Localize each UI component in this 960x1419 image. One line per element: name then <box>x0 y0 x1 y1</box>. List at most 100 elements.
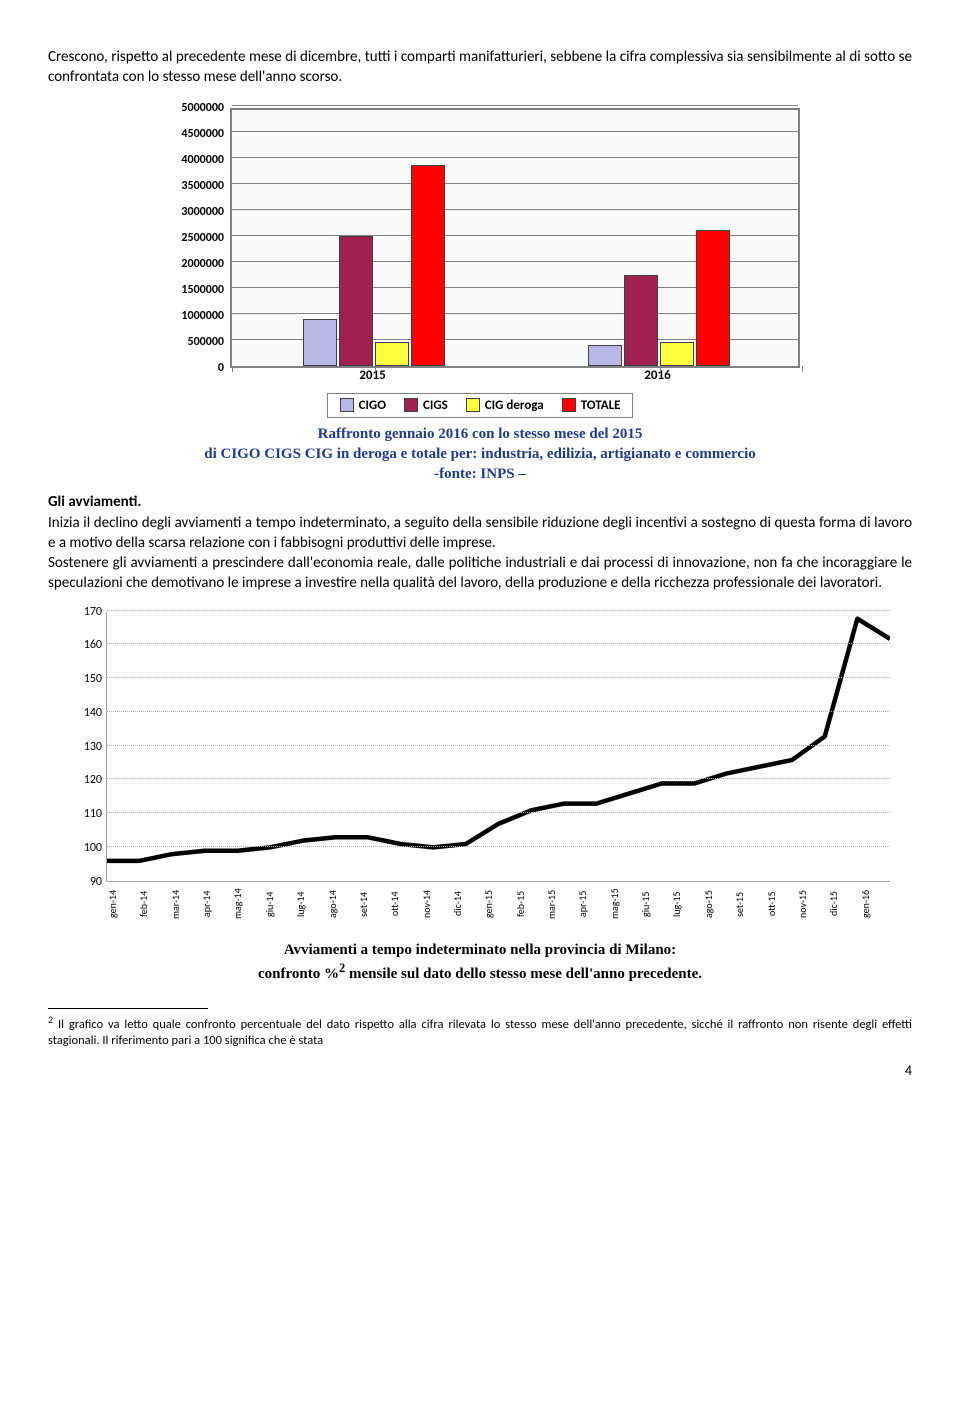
legend-label: TOTALE <box>581 398 621 413</box>
x-tick-label: feb-14 <box>137 882 168 928</box>
bar <box>411 165 445 365</box>
x-tick-label: ott-14 <box>388 882 419 928</box>
x-tick-label: apr-14 <box>200 882 231 928</box>
y-tick-label: 150 <box>84 672 102 686</box>
x-tick-label: giu-14 <box>263 882 294 928</box>
y-tick-label: 5000000 <box>181 101 224 115</box>
legend-swatch <box>340 398 354 412</box>
legend-swatch <box>404 398 418 412</box>
gridline <box>107 610 890 611</box>
legend-label: CIG deroga <box>485 398 544 413</box>
x-tick-label: mar-15 <box>545 882 576 928</box>
legend-label: CIGO <box>359 398 386 413</box>
y-tick-label: 140 <box>84 706 102 720</box>
x-tick-label: lug-14 <box>294 882 325 928</box>
y-tick-label: 1000000 <box>181 309 224 323</box>
legend-item: TOTALE <box>562 398 621 413</box>
line-series <box>107 618 890 860</box>
x-tick-label: mag-15 <box>608 882 639 928</box>
y-tick-label: 3000000 <box>181 205 224 219</box>
bar <box>696 230 730 365</box>
bar <box>624 275 658 366</box>
chart2-caption: Avviamenti a tempo indeterminato nella p… <box>48 940 912 985</box>
gridline <box>107 778 890 779</box>
chart2-y-axis: 90100110120130140150160170 <box>70 612 106 882</box>
y-tick-label: 160 <box>84 638 102 652</box>
y-tick-label: 110 <box>84 807 102 821</box>
chart1-caption: Raffronto gennaio 2016 con lo stesso mes… <box>48 424 912 485</box>
x-tick-label: nov-14 <box>420 882 451 928</box>
body-paragraph: Inizia il declino degli avviamenti a tem… <box>48 514 912 552</box>
gridline <box>107 711 890 712</box>
intro-paragraph: Crescono, rispetto al precedente mese di… <box>48 47 912 88</box>
page-number: 4 <box>48 1062 912 1079</box>
x-tick-label: 2015 <box>230 368 515 383</box>
x-tick-label: giu-15 <box>639 882 670 928</box>
body-paragraph: Sostenere gli avviamenti a prescindere d… <box>48 554 912 592</box>
chart2-x-labels: gen-14feb-14mar-14apr-14mag-14giu-14lug-… <box>106 882 890 928</box>
y-tick-label: 4000000 <box>181 153 224 167</box>
x-tick <box>375 366 376 372</box>
chart2-line-svg <box>107 612 890 881</box>
legend-swatch <box>562 398 576 412</box>
body-section: Gli avviamenti. Inizia il declino degli … <box>48 492 912 593</box>
chart1-y-axis: 0500000100000015000002000000250000030000… <box>160 108 230 368</box>
bar <box>339 236 373 366</box>
caption-line: Raffronto gennaio 2016 con lo stesso mes… <box>318 426 643 442</box>
chart1-legend: CIGO CIGS CIG deroga TOTALE <box>327 393 634 418</box>
x-tick-label: ott-15 <box>765 882 796 928</box>
gridline <box>232 131 798 132</box>
chart1-plot-area <box>230 108 800 368</box>
bar <box>660 342 694 365</box>
x-tick-label: apr-15 <box>576 882 607 928</box>
legend-item: CIGS <box>404 398 448 413</box>
footnote-separator <box>48 1008 208 1009</box>
x-tick-label: ago-14 <box>326 882 357 928</box>
caption-line: di CIGO CIGS CIG in deroga e totale per:… <box>204 446 755 462</box>
x-tick-label: gen-15 <box>482 882 513 928</box>
bar-group <box>303 165 445 365</box>
gridline <box>232 157 798 158</box>
legend-label: CIGS <box>423 398 448 413</box>
bar <box>303 319 337 366</box>
y-tick-label: 120 <box>84 773 102 787</box>
y-tick-label: 4500000 <box>181 127 224 141</box>
legend-swatch <box>466 398 480 412</box>
x-tick-label: gen-14 <box>106 882 137 928</box>
x-tick <box>660 366 661 372</box>
chart-avviamenti-line: 90100110120130140150160170 gen-14feb-14m… <box>70 612 890 928</box>
x-tick-label: dic-14 <box>451 882 482 928</box>
caption-line: Avviamenti a tempo indeterminato nella p… <box>284 942 676 958</box>
y-tick-label: 1500000 <box>181 283 224 297</box>
x-tick-label: mar-14 <box>169 882 200 928</box>
y-tick-label: 0 <box>218 361 224 375</box>
x-tick-label: lug-15 <box>670 882 701 928</box>
x-tick-label: 2016 <box>515 368 800 383</box>
chart-comparison-bar: 0500000100000015000002000000250000030000… <box>160 108 800 383</box>
chart1-x-labels: 20152016 <box>230 368 800 383</box>
bar <box>375 342 409 365</box>
bar <box>588 345 622 366</box>
legend-item: CIGO <box>340 398 386 413</box>
y-tick-label: 2500000 <box>181 231 224 245</box>
caption-line: -fonte: INPS – <box>434 466 526 482</box>
footnote-text: Il grafico va letto quale confronto perc… <box>48 1017 912 1048</box>
y-tick-label: 500000 <box>188 335 225 349</box>
legend-item: CIG deroga <box>466 398 544 413</box>
y-tick-label: 90 <box>90 875 102 889</box>
y-tick-label: 100 <box>84 841 102 855</box>
y-tick-label: 130 <box>84 740 102 754</box>
bar-group <box>588 230 730 365</box>
gridline <box>107 745 890 746</box>
gridline <box>107 677 890 678</box>
x-tick-label: nov-15 <box>796 882 827 928</box>
x-tick-label: feb-15 <box>514 882 545 928</box>
x-tick-label: ago-15 <box>702 882 733 928</box>
y-tick-label: 3500000 <box>181 179 224 193</box>
caption-line: mensile sul dato dello stesso mese dell'… <box>345 966 702 982</box>
x-tick-label: set-15 <box>733 882 764 928</box>
x-tick-label: dic-15 <box>827 882 858 928</box>
gridline <box>107 643 890 644</box>
x-tick-label: set-14 <box>357 882 388 928</box>
gridline <box>107 812 890 813</box>
